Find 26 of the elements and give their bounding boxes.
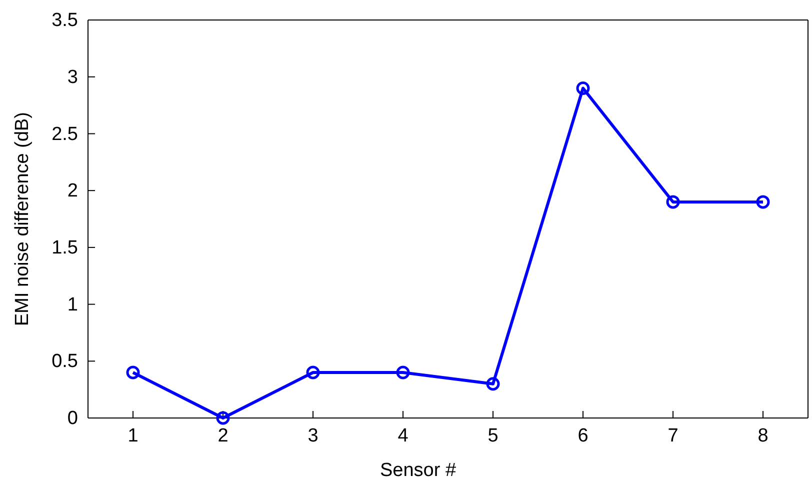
- x-tick-label: 2: [218, 425, 228, 446]
- x-axis-title: Sensor #: [380, 460, 456, 481]
- y-axis-title: EMI noise difference (dB): [12, 112, 33, 326]
- point: [756, 195, 770, 209]
- point: [486, 377, 500, 391]
- point: [666, 195, 680, 209]
- y-tick-label: 3: [67, 66, 78, 88]
- y-tick-label: 1.5: [52, 238, 78, 259]
- y-tick-label: 2: [67, 180, 78, 202]
- point: [576, 81, 590, 95]
- point: [396, 366, 410, 380]
- y-tick-label: 3.5: [52, 10, 78, 32]
- point: [216, 411, 230, 425]
- y-tick-label: 0: [67, 408, 78, 430]
- x-tick-label: 4: [398, 425, 409, 446]
- y-tick-label: 0.5: [52, 351, 78, 372]
- x-tick-label: 5: [488, 425, 498, 446]
- x-tick-label: 7: [668, 425, 678, 446]
- x-tick-label: 6: [578, 425, 588, 446]
- y-tick-label: 1: [67, 294, 78, 316]
- y-tick-label: 2.5: [52, 124, 78, 145]
- x-tick-label: 8: [758, 425, 768, 446]
- x-tick-label: 1: [128, 425, 138, 446]
- point: [306, 366, 320, 380]
- x-tick-label: 3: [308, 425, 318, 446]
- point: [126, 366, 140, 380]
